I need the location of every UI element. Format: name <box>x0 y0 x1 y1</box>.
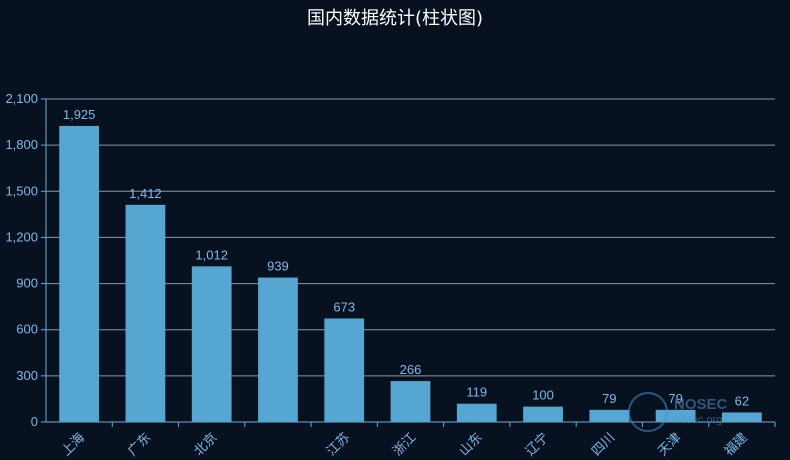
x-tick-label: 山东 <box>457 430 486 459</box>
watermark-subtext: nosec.org <box>674 414 723 426</box>
bar-data-label: 1,012 <box>195 247 228 262</box>
bar <box>390 381 431 422</box>
bar-data-label: 62 <box>735 393 749 408</box>
bar <box>125 204 166 422</box>
bar-data-label: 79 <box>602 391 616 406</box>
bar-data-label: 79 <box>668 391 682 406</box>
y-tick-label: 1,500 <box>5 183 38 198</box>
x-tick-label: 江苏 <box>323 430 353 460</box>
bar <box>523 406 563 422</box>
y-tick-label: 300 <box>16 368 38 383</box>
x-tick-label: 上海 <box>59 430 88 459</box>
y-tick-label: 600 <box>16 322 38 337</box>
x-tick-label: 浙江 <box>390 430 419 459</box>
bar-data-label: 1,925 <box>63 107 96 122</box>
bar <box>191 266 232 422</box>
y-tick-label: 1,800 <box>5 137 38 152</box>
y-tick-label: 1,200 <box>5 229 38 244</box>
bar <box>721 412 762 422</box>
bar <box>324 318 365 422</box>
x-tick-label: 广东 <box>125 430 154 459</box>
nosec-logo-icon <box>628 392 668 432</box>
bar-data-label: 100 <box>532 388 554 403</box>
nosec-watermark: NOSEC nosec.org <box>628 392 758 436</box>
bar-data-label: 119 <box>466 385 487 400</box>
y-tick-label: 2,100 <box>5 91 38 106</box>
bar <box>59 125 100 423</box>
x-tick-label: 北京 <box>192 430 221 459</box>
bar <box>456 403 497 422</box>
bar-data-label: 1,412 <box>129 186 162 201</box>
y-tick-label: 0 <box>31 414 38 429</box>
watermark-text: NOSEC <box>674 396 728 413</box>
x-tick-label: 四川 <box>589 430 618 459</box>
chart-title: 国内数据统计(柱状图) <box>306 8 484 29</box>
bar-data-label: 939 <box>267 259 289 274</box>
bar-data-label: 673 <box>333 299 355 314</box>
y-tick-label: 900 <box>16 276 38 291</box>
x-tick-label: 辽宁 <box>522 430 552 460</box>
bar <box>258 277 298 422</box>
bar-data-label: 266 <box>400 362 422 377</box>
bar <box>589 409 630 422</box>
